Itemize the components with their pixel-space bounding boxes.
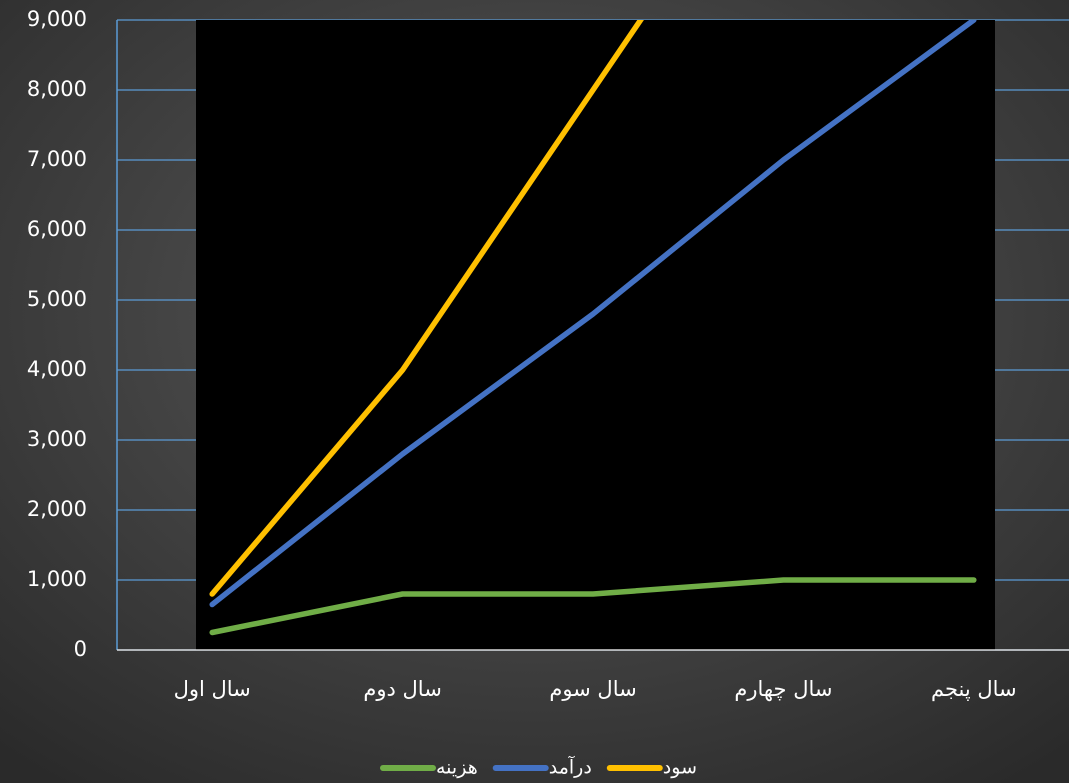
y-tick-label: 7,000 bbox=[27, 147, 87, 171]
plot-panel bbox=[196, 20, 995, 650]
x-tick-label: سال اول bbox=[174, 677, 251, 701]
x-tick-label: سال چهارم bbox=[734, 677, 832, 701]
series-line bbox=[209, 20, 644, 597]
y-tick-label: 4,000 bbox=[27, 357, 87, 381]
y-tick-label: 6,000 bbox=[27, 217, 87, 241]
y-tick-label: 8,000 bbox=[27, 77, 87, 101]
y-tick-label: 1,000 bbox=[27, 567, 87, 591]
y-tick-label: 2,000 bbox=[27, 497, 87, 521]
y-tick-label: 5,000 bbox=[27, 287, 87, 311]
labels: 0 1,000 2,000 3,000 4,000 5,000 6,000 7,000 8,00… bbox=[27, 7, 1017, 779]
x-tick-label: سال سوم bbox=[549, 677, 636, 701]
legend-label: هزینه bbox=[436, 757, 478, 779]
legend-label: سود bbox=[663, 757, 697, 779]
series-line bbox=[209, 20, 977, 608]
x-tick-label: سال پنجم bbox=[931, 677, 1017, 702]
x-tick-label: سال دوم bbox=[363, 677, 441, 701]
y-tick-label: 9,000 bbox=[27, 7, 87, 31]
y-tick-label: 0 bbox=[74, 637, 87, 661]
series-line bbox=[209, 577, 977, 636]
lines bbox=[209, 20, 977, 636]
y-tick-label: 3,000 bbox=[27, 427, 87, 451]
legend-label: درآمد bbox=[549, 755, 592, 779]
